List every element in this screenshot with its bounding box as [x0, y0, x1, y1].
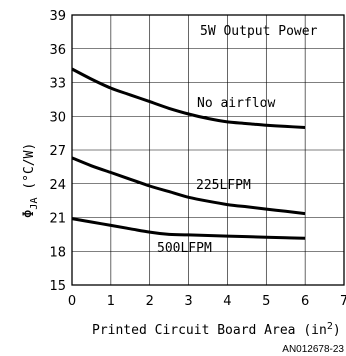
power-annotation: 5W Output Power — [200, 24, 318, 39]
x-tick-label: 6 — [301, 294, 309, 309]
grid — [72, 15, 344, 285]
curve-500lfpm — [71, 217, 306, 240]
y-tick-label: 15 — [49, 279, 66, 294]
x-axis-label-text: Printed Circuit Board Area (in — [92, 323, 327, 338]
x-tick-label: 2 — [146, 294, 154, 309]
y-tick-label: 30 — [49, 110, 66, 125]
x-axis-label: Printed Circuit Board Area (in2) — [92, 321, 341, 338]
x-tick-label: 5 — [262, 294, 270, 309]
y-tick-label: 33 — [49, 77, 66, 92]
figure-code: AN012678-23 — [282, 344, 344, 355]
x-tick-label: 7 — [340, 294, 346, 309]
y-tick-label: 39 — [49, 9, 66, 24]
x-tick-label: 4 — [223, 294, 231, 309]
y-tick-labels: 15 18 21 24 27 30 33 36 39 — [49, 9, 66, 294]
y-axis-label: ΦJA (°C/W) — [21, 143, 40, 218]
y-axis-label-units: (°C/W) — [22, 143, 37, 198]
y-tick-label: 36 — [49, 43, 66, 58]
series-label-225lfpm: 225LFPM — [196, 178, 251, 193]
plot-frame — [71, 14, 345, 286]
x-axis-label-sup: 2 — [327, 321, 333, 332]
y-tick-label: 27 — [49, 144, 66, 159]
y-axis-label-sub: JA — [29, 198, 40, 210]
series-label-500lfpm: 500LFPM — [157, 241, 212, 256]
curve-no-airflow — [71, 67, 306, 129]
y-axis-label-phi: Φ — [21, 210, 37, 218]
y-tick-label: 21 — [49, 212, 66, 227]
curve-225lfpm — [71, 156, 306, 216]
x-axis-label-close: ) — [333, 323, 341, 338]
x-tick-label: 3 — [184, 294, 192, 309]
x-tick-label: 0 — [68, 294, 76, 309]
x-tick-labels: 0 1 2 3 4 5 6 7 — [68, 294, 346, 309]
y-tick-label: 24 — [49, 178, 66, 193]
series-label-no-airflow: No airflow — [197, 96, 275, 111]
x-tick-label: 1 — [107, 294, 115, 309]
y-tick-label: 18 — [49, 245, 66, 260]
curves — [71, 67, 306, 240]
